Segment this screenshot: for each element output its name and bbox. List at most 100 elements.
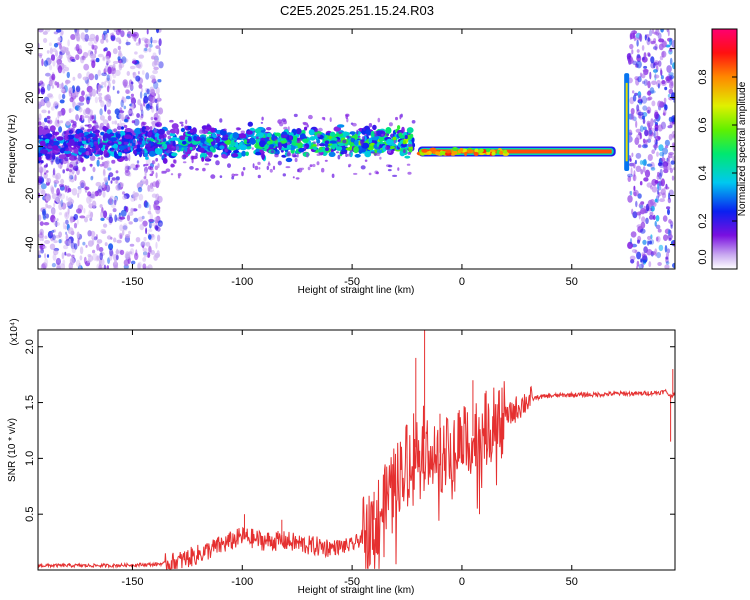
noise-speckle [658,162,665,168]
noise-speckle [68,108,72,114]
noise-speckle [637,111,644,116]
noise-speckle [68,174,72,182]
noise-speckle [123,259,129,267]
noise-speckle [67,197,73,203]
noise-speckle [630,112,635,121]
noise-speckle [112,85,115,91]
noise-speckle [157,163,160,169]
noise-speckle [158,220,163,227]
return-halo [131,120,136,124]
noise-speckle [665,252,670,258]
noise-speckle [38,103,41,110]
return-halo [406,163,411,166]
return-speckle [158,133,165,140]
noise-speckle [630,108,635,115]
noise-speckle [657,60,662,67]
return-speckle [266,132,272,138]
noise-speckle [44,117,48,123]
return-halo [368,123,373,128]
noise-speckle [45,195,50,202]
noise-speckle [89,88,93,97]
spectrogram-y-label: Frequency (Hz) [7,115,18,184]
noise-speckle [654,43,658,51]
return-halo [55,148,61,152]
noise-speckle [112,63,116,69]
noise-speckle [125,206,129,213]
return-halo [136,113,141,118]
noise-speckle [657,162,663,167]
return-halo [266,127,271,131]
return-speckle [298,147,305,153]
noise-speckle [50,214,56,223]
noise-speckle [636,39,639,47]
noise-speckle [147,38,151,46]
noise-speckle [48,58,52,64]
return-halo [139,127,143,133]
return-halo [349,149,352,154]
return-halo [300,167,305,170]
noise-speckle [135,42,141,46]
noise-speckle [118,50,122,57]
return-halo [70,120,75,124]
noise-speckle [651,178,658,187]
noise-speckle [63,244,69,250]
noise-speckle [66,253,72,257]
noise-speckle [640,228,646,234]
noise-speckle [104,33,108,42]
noise-speckle [133,217,139,223]
noise-speckle [131,103,135,110]
return-halo [183,150,186,154]
noise-speckle [649,71,652,80]
return-halo [46,120,51,123]
return-halo [60,162,63,165]
noise-speckle [662,161,669,168]
noise-speckle [633,185,636,191]
return-halo [274,153,279,158]
return-halo [165,150,171,154]
return-halo [260,153,265,158]
noise-speckle [99,108,103,116]
noise-speckle [643,65,648,69]
noise-speckle [635,120,638,128]
return-speckle [63,150,71,154]
noise-speckle [672,241,675,247]
noise-speckle [648,261,652,268]
return-halo [73,155,78,160]
noise-speckle [148,229,153,232]
noise-speckle [632,90,635,94]
noise-speckle [52,169,55,176]
return-speckle [400,143,408,148]
noise-speckle [110,66,117,75]
noise-speckle [100,85,104,89]
noise-speckle [664,86,668,91]
noise-speckle [630,167,633,176]
return-halo [385,145,390,151]
noise-speckle [96,255,100,261]
noise-speckle [635,37,640,41]
noise-speckle [667,197,672,204]
noise-speckle [651,251,656,256]
noise-speckle [95,57,100,63]
noise-speckle [647,96,653,101]
return-speckle [70,139,75,146]
noise-speckle [65,50,70,56]
colorbar: 0.0 0.2 0.4 0.6 0.8 Normalized spectral ampl… [697,28,748,270]
noise-speckle [76,231,80,239]
noise-speckle [118,62,125,68]
return-speckle [221,153,227,159]
noise-speckle [42,31,48,35]
noise-speckle [628,58,632,65]
return-halo [315,128,319,133]
noise-speckle [114,199,117,206]
noise-speckle [156,250,160,257]
noise-speckle [151,78,157,84]
noise-speckle [75,114,79,121]
noise-speckle [660,75,664,80]
noise-speckle [55,172,61,180]
return-halo [312,163,316,168]
noise-speckle [115,184,122,191]
return-halo [363,126,366,131]
colorbar-gradient [711,28,738,270]
noise-speckle [109,74,112,82]
